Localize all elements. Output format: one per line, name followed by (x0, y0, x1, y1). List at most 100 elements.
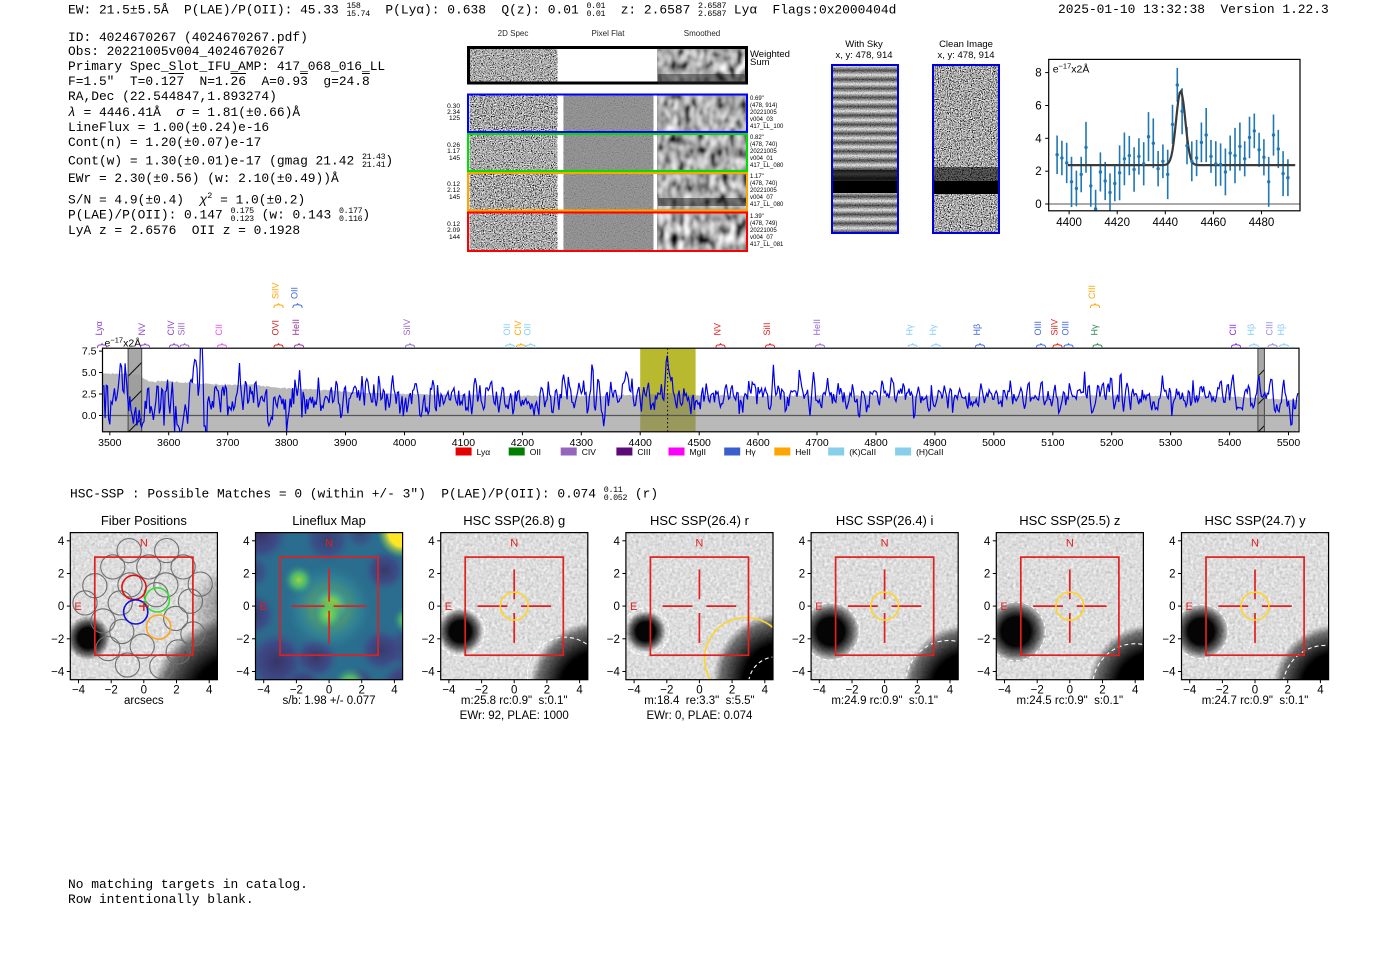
svg-text:−2: −2 (475, 685, 488, 697)
svg-text:4: 4 (428, 536, 435, 548)
svg-text:2: 2 (358, 685, 364, 697)
svg-text:OII: OII (290, 287, 300, 299)
svg-text:Lyα: Lyα (94, 321, 104, 335)
svg-text:2: 2 (799, 569, 805, 581)
svg-text:4600: 4600 (746, 437, 770, 449)
svg-text:Hβ: Hβ (1246, 324, 1256, 336)
svg-text:4: 4 (947, 685, 954, 697)
svg-text:Hγ: Hγ (1090, 324, 1100, 335)
svg-text:−2: −2 (792, 634, 805, 646)
svg-text:−2: −2 (607, 634, 620, 646)
svg-text:2: 2 (1035, 166, 1041, 178)
svg-text:2: 2 (544, 685, 550, 697)
svg-text:0: 0 (511, 685, 517, 697)
svg-text:−2: −2 (845, 685, 858, 697)
svg-text:0: 0 (696, 685, 702, 697)
svg-text:CIII: CIII (637, 447, 650, 457)
svg-text:CIII: CIII (1265, 321, 1275, 335)
svg-text:−4: −4 (1183, 685, 1197, 697)
svg-text:4: 4 (1317, 685, 1324, 697)
svg-text:4: 4 (1169, 536, 1176, 548)
svg-text:NV: NV (713, 323, 723, 336)
svg-text:4: 4 (799, 536, 806, 548)
svg-text:−2: −2 (422, 634, 435, 646)
svg-text:E: E (445, 601, 452, 613)
svg-text:−4: −4 (977, 667, 991, 679)
svg-text:N: N (325, 537, 333, 549)
svg-text:−4: −4 (998, 685, 1012, 697)
svg-text:5500: 5500 (1277, 437, 1301, 449)
svg-text:4700: 4700 (805, 437, 829, 449)
svg-text:E: E (1000, 601, 1007, 613)
svg-text:3900: 3900 (334, 437, 358, 449)
svg-text:4: 4 (391, 685, 398, 697)
svg-text:e−17x2Å: e−17x2Å (105, 336, 142, 350)
svg-text:N: N (1066, 537, 1074, 549)
svg-text:CIV: CIV (513, 320, 523, 335)
svg-text:4: 4 (58, 536, 65, 548)
svg-text:6: 6 (1035, 101, 1041, 113)
svg-text:0: 0 (799, 601, 805, 613)
svg-text:4: 4 (613, 536, 620, 548)
svg-text:OII: OII (502, 323, 512, 335)
svg-text:4100: 4100 (452, 437, 476, 449)
svg-text:CIII: CIII (1087, 285, 1097, 299)
svg-text:N: N (510, 537, 518, 549)
svg-text:4420: 4420 (1104, 217, 1130, 229)
svg-text:2: 2 (428, 569, 434, 581)
svg-text:0: 0 (984, 601, 990, 613)
svg-text:−4: −4 (1162, 667, 1176, 679)
svg-text:E: E (815, 601, 822, 613)
svg-text:7.5: 7.5 (82, 346, 97, 358)
svg-text:N: N (695, 537, 703, 549)
svg-text:4440: 4440 (1153, 217, 1179, 229)
svg-text:HeII: HeII (812, 319, 822, 336)
svg-text:0: 0 (58, 601, 64, 613)
svg-text:−4: −4 (236, 667, 250, 679)
svg-text:−2: −2 (290, 685, 303, 697)
svg-text:5000: 5000 (982, 437, 1006, 449)
svg-text:N: N (140, 537, 148, 549)
svg-text:0: 0 (141, 685, 147, 697)
svg-text:N: N (881, 537, 889, 549)
svg-text:0: 0 (613, 601, 619, 613)
svg-text:8: 8 (1035, 68, 1041, 80)
svg-text:4480: 4480 (1249, 217, 1275, 229)
svg-text:4300: 4300 (570, 437, 594, 449)
svg-text:2: 2 (173, 685, 179, 697)
svg-text:OVI: OVI (271, 320, 281, 336)
svg-text:−4: −4 (442, 685, 456, 697)
svg-text:0: 0 (881, 685, 887, 697)
svg-text:3700: 3700 (216, 437, 240, 449)
svg-text:E: E (74, 601, 81, 613)
svg-text:Hβ: Hβ (1276, 324, 1286, 336)
svg-text:OIII: OIII (1033, 321, 1043, 336)
svg-text:0: 0 (1067, 685, 1073, 697)
svg-text:(H)CaII: (H)CaII (916, 447, 943, 457)
svg-text:2: 2 (58, 569, 64, 581)
svg-text:5100: 5100 (1041, 437, 1065, 449)
svg-text:4800: 4800 (864, 437, 888, 449)
svg-text:5200: 5200 (1100, 437, 1124, 449)
svg-text:0: 0 (428, 601, 434, 613)
svg-text:2: 2 (729, 685, 735, 697)
svg-text:MgII: MgII (690, 447, 707, 457)
svg-text:4: 4 (243, 536, 250, 548)
svg-text:5400: 5400 (1218, 437, 1242, 449)
svg-text:N: N (1251, 537, 1259, 549)
svg-text:−4: −4 (72, 685, 86, 697)
svg-text:4460: 4460 (1201, 217, 1227, 229)
svg-text:5.0: 5.0 (82, 367, 97, 379)
svg-text:CII: CII (1228, 324, 1238, 336)
svg-text:−4: −4 (813, 685, 827, 697)
svg-text:Hγ: Hγ (905, 324, 915, 335)
svg-text:−2: −2 (1162, 634, 1175, 646)
svg-text:−2: −2 (236, 634, 249, 646)
svg-text:4200: 4200 (511, 437, 535, 449)
svg-text:3500: 3500 (98, 437, 122, 449)
svg-text:CIV: CIV (582, 447, 597, 457)
svg-text:Hγ: Hγ (745, 447, 756, 457)
svg-text:2: 2 (1099, 685, 1105, 697)
svg-text:4: 4 (206, 685, 213, 697)
svg-text:2: 2 (243, 569, 249, 581)
